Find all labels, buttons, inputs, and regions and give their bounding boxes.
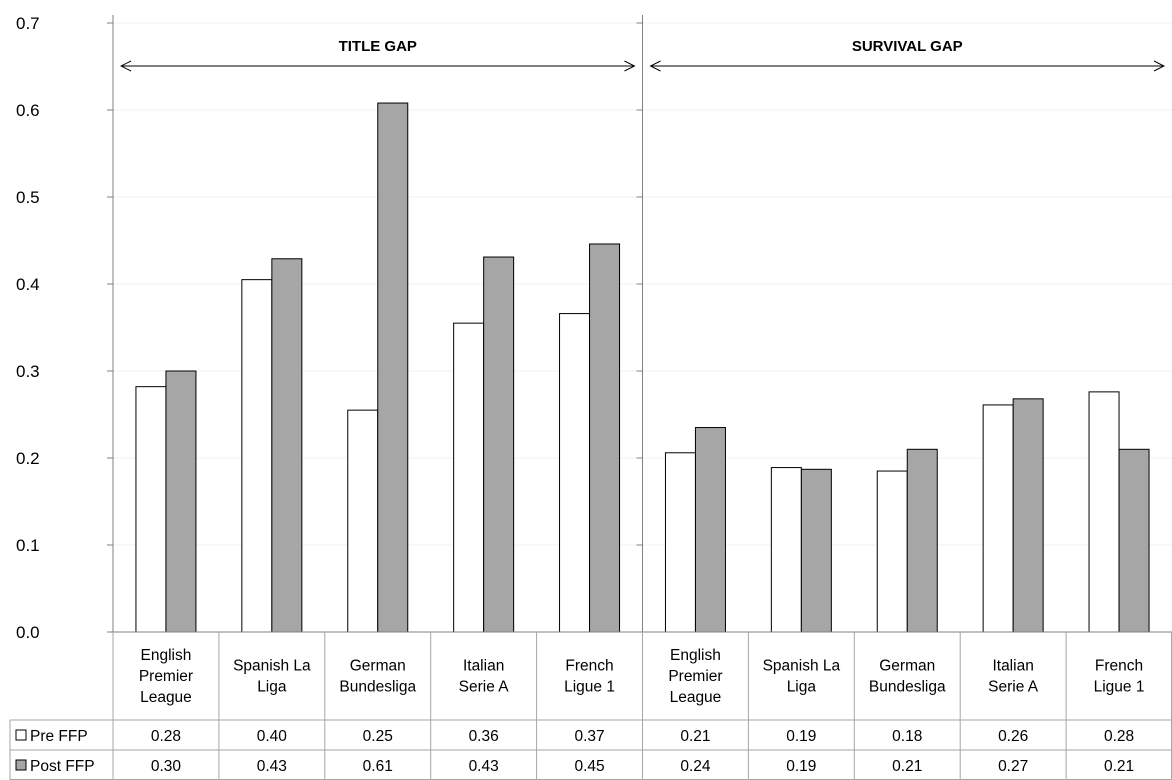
y-tick-label: 0.3 xyxy=(16,362,40,381)
bar-post-ffp xyxy=(589,243,621,633)
table-cell-post-ffp: 0.43 xyxy=(257,758,287,775)
x-category-label: Italian Serie A xyxy=(459,658,510,696)
table-cell-post-ffp: 0.21 xyxy=(1104,758,1134,775)
table-cell-pre-ffp: 0.28 xyxy=(151,728,181,745)
x-category-label: German Bundesliga xyxy=(339,658,416,696)
x-category-label-line: English xyxy=(141,647,192,664)
bar-post-ffp xyxy=(1118,448,1150,633)
bar-pre-ffp xyxy=(664,452,696,633)
bars xyxy=(135,102,1150,633)
bar-pre-ffp xyxy=(559,313,591,633)
x-category-label-line: Premier xyxy=(139,668,193,685)
x-category-label-line: Italian xyxy=(463,658,504,675)
bar-post-ffp xyxy=(1012,398,1044,633)
bar-post-ffp xyxy=(694,427,726,633)
x-category-label-line: Spanish La xyxy=(233,658,311,675)
table-cell-post-ffp: 0.45 xyxy=(574,758,604,775)
x-category-label-line: Liga xyxy=(257,679,287,696)
x-category-label: German Bundesliga xyxy=(869,658,946,696)
bar-post-ffp xyxy=(377,102,409,633)
table-cell-post-ffp: 0.21 xyxy=(892,758,922,775)
bar-post-ffp xyxy=(165,370,197,633)
table-cell-pre-ffp: 0.37 xyxy=(574,728,604,745)
bar-pre-ffp xyxy=(982,404,1014,633)
data-table: English Premier League Spanish La Liga German… xyxy=(9,632,1172,780)
bar-pre-ffp xyxy=(241,279,273,633)
table-cell-pre-ffp: 0.18 xyxy=(892,728,922,745)
x-category-label: English Premier League xyxy=(139,647,193,706)
x-category-label-line: German xyxy=(879,658,935,675)
bar-post-ffp xyxy=(483,256,515,633)
bar-pre-ffp xyxy=(876,470,908,633)
table-cell-pre-ffp: 0.40 xyxy=(257,728,288,745)
table-cell-post-ffp: 0.19 xyxy=(786,758,816,775)
x-category-label: Spanish La Liga xyxy=(763,658,841,696)
y-tick-label: 0.5 xyxy=(16,188,40,207)
bar-pre-ffp xyxy=(135,386,167,633)
x-category-label-line: French xyxy=(565,658,613,675)
y-tick-label: 0.2 xyxy=(16,449,40,468)
panel-headers: TITLE GAP SURVIVAL GAP xyxy=(121,38,1164,66)
table-cell-pre-ffp: 0.36 xyxy=(469,728,499,745)
x-category-label-line: Ligue 1 xyxy=(564,679,615,696)
panel-title: SURVIVAL GAP xyxy=(852,38,963,55)
bar-pre-ffp xyxy=(1088,391,1120,633)
x-category-label-line: Liga xyxy=(787,679,817,696)
table-cell-pre-ffp: 0.26 xyxy=(998,728,1028,745)
y-tick-label: 0.0 xyxy=(16,623,40,642)
table-cell-pre-ffp: 0.19 xyxy=(786,728,816,745)
x-category-label: Spanish La Liga xyxy=(233,658,311,696)
table-cell-post-ffp: 0.27 xyxy=(998,758,1028,775)
x-category-label-line: Italian xyxy=(992,658,1033,675)
x-category-label-line: League xyxy=(670,689,722,706)
table-cell-pre-ffp: 0.28 xyxy=(1104,728,1134,745)
x-category-label-line: Spanish La xyxy=(763,658,841,675)
x-category-label-line: Bundesliga xyxy=(869,679,946,696)
x-category-label-line: German xyxy=(350,658,406,675)
x-category-label-line: French xyxy=(1095,658,1143,675)
table-cell-pre-ffp: 0.25 xyxy=(363,728,393,745)
x-category-label-line: League xyxy=(140,689,192,706)
y-tick-label: 0.6 xyxy=(16,101,40,120)
x-category-label-line: Premier xyxy=(668,668,722,685)
bar-pre-ffp xyxy=(347,409,379,633)
x-category-label: Italian Serie A xyxy=(988,658,1039,696)
table-cell-pre-ffp: 0.21 xyxy=(680,728,710,745)
y-tick-label: 0.7 xyxy=(16,14,40,33)
y-axis-tick-labels: 0.0 0.1 0.2 0.3 0.4 0.5 0.6 0.7 xyxy=(16,14,40,642)
table-cell-post-ffp: 0.61 xyxy=(363,758,393,775)
x-category-label-line: Bundesliga xyxy=(339,679,416,696)
table-cell-post-ffp: 0.30 xyxy=(151,758,182,775)
x-category-label: English Premier League xyxy=(668,647,722,706)
table-cell-post-ffp: 0.24 xyxy=(680,758,711,775)
panel-title: TITLE GAP xyxy=(339,38,417,55)
bar-post-ffp xyxy=(906,448,938,633)
x-category-label-line: Serie A xyxy=(988,679,1039,696)
bar-pre-ffp xyxy=(770,467,802,633)
bar-post-ffp xyxy=(271,258,303,633)
x-category-label-line: Serie A xyxy=(459,679,510,696)
x-category-label: French Ligue 1 xyxy=(564,658,615,696)
y-tick-label: 0.1 xyxy=(16,536,40,555)
bar-pre-ffp xyxy=(453,322,485,633)
y-tick-label: 0.4 xyxy=(16,275,40,294)
legend-series-name: Post FFP xyxy=(30,758,95,775)
x-category-label-line: Ligue 1 xyxy=(1094,679,1145,696)
legend-key-pre-ffp xyxy=(15,729,27,741)
table-cell-post-ffp: 0.43 xyxy=(469,758,499,775)
x-category-label: French Ligue 1 xyxy=(1094,658,1145,696)
legend-key-post-ffp xyxy=(15,759,27,771)
legend-series-name: Pre FFP xyxy=(30,728,88,745)
x-category-label-line: English xyxy=(670,647,721,664)
bar-post-ffp xyxy=(800,468,832,633)
